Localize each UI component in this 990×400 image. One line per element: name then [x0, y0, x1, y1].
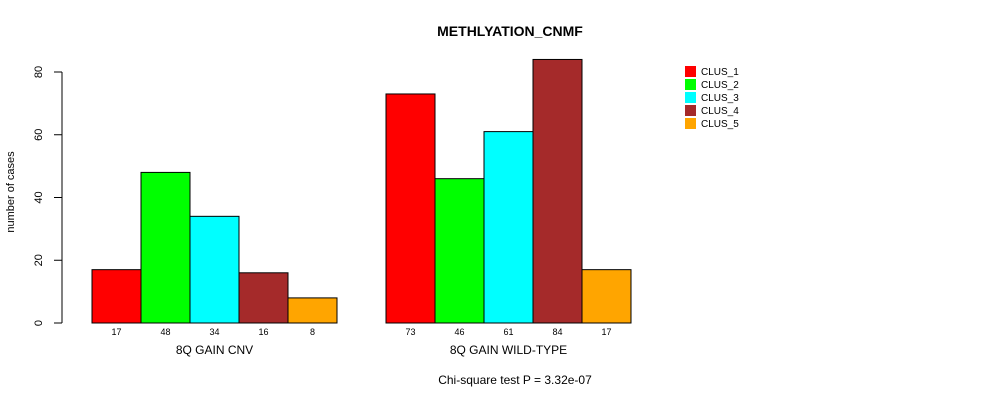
- bar-clus-3-group-2: [483, 131, 534, 324]
- bar-value-label: 8: [310, 327, 315, 337]
- bar-value-label: 73: [405, 327, 415, 337]
- value-labels: 17 48 34 16 8 73 46 61 84 17: [111, 327, 611, 337]
- chi-square-footnote: Chi-square test P = 3.32e-07: [438, 373, 592, 387]
- y-tick-label: 20: [33, 254, 45, 266]
- bar-value-label: 16: [258, 327, 268, 337]
- bar-clus-4-group-2: [532, 58, 583, 324]
- y-axis-label: number of cases: [5, 151, 17, 233]
- y-tick-label: 40: [33, 191, 45, 203]
- group-label: 8Q GAIN CNV: [176, 343, 253, 357]
- legend-label: CLUS_2: [701, 80, 739, 91]
- bar-clus-4-group-1: [238, 272, 289, 324]
- bar-value-label: 17: [111, 327, 121, 337]
- legend-label: CLUS_3: [701, 93, 739, 104]
- legend: CLUS_1 CLUS_2 CLUS_3 CLUS_4 CLUS_5: [685, 66, 739, 130]
- legend-swatch: [685, 105, 696, 116]
- group-labels: 8Q GAIN CNV 8Q GAIN WILD-TYPE: [176, 343, 567, 357]
- bar-value-label: 84: [552, 327, 562, 337]
- bar-clus-2-group-1: [140, 171, 191, 324]
- bar-clus-2-group-2: [434, 178, 485, 324]
- bar-clus-1-group-2: [385, 93, 436, 324]
- bar-value-label: 46: [454, 327, 464, 337]
- legend-label: CLUS_4: [701, 106, 739, 117]
- bars: [91, 58, 632, 324]
- y-tick-label: 60: [33, 129, 45, 141]
- legend-label: CLUS_1: [701, 67, 739, 78]
- legend-label: CLUS_5: [701, 119, 739, 130]
- bar-clus-5-group-2: [581, 269, 632, 324]
- legend-swatch: [685, 79, 696, 90]
- y-tick-label: 80: [33, 66, 45, 78]
- bar-value-label: 61: [503, 327, 513, 337]
- bar-clus-1-group-1: [91, 269, 142, 324]
- bar-clus-3-group-1: [189, 215, 240, 324]
- y-tick-label: 0: [33, 320, 45, 326]
- y-ticks: 0 20 40 60 80: [33, 66, 62, 326]
- bar-value-label: 34: [209, 327, 219, 337]
- bar-value-label: 17: [601, 327, 611, 337]
- bar-value-label: 48: [160, 327, 170, 337]
- legend-swatch: [685, 118, 696, 129]
- legend-swatch: [685, 92, 696, 103]
- chart-title: METHLYATION_CNMF: [437, 23, 583, 39]
- group-label: 8Q GAIN WILD-TYPE: [450, 343, 567, 357]
- bar-clus-5-group-1: [287, 297, 338, 324]
- legend-swatch: [685, 66, 696, 77]
